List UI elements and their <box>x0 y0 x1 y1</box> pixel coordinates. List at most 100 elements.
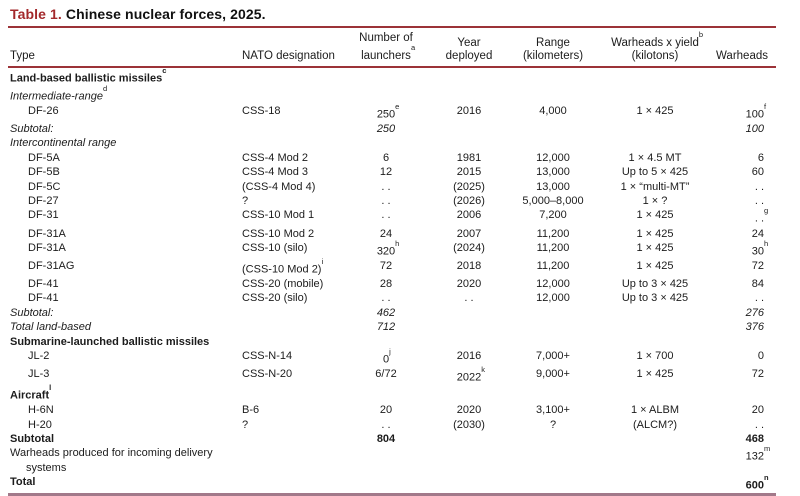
cell-yield: 1 × 425 <box>636 241 674 254</box>
cell-yield <box>594 475 716 495</box>
column-header-line: Type <box>10 49 35 62</box>
table-row: DF-31A CSS-10 Mod 2 24 2007 11,200 1 × 425 24 <box>8 227 776 241</box>
cell-launchers: 462 <box>376 306 396 319</box>
cell-yield: 1 × ALBM <box>630 404 679 417</box>
cell-year: 2018 <box>456 259 482 272</box>
nuclear-forces-table: Type NATO designation Number of launchersa Y… <box>8 26 776 496</box>
cell-range: 4,000 <box>539 104 567 117</box>
column-header-nato: NATO designation <box>236 27 346 67</box>
cell-launchers <box>346 475 426 495</box>
cell-year <box>426 86 512 104</box>
cell-type: DF-27 <box>28 195 59 208</box>
cell-range: ? <box>549 418 557 431</box>
cell-yield: 1 × 425 <box>636 209 674 222</box>
cell-launchers: 72 <box>379 259 393 272</box>
cell-nato: CSS-N-20 <box>242 368 293 381</box>
cell-nato: CSS-10 Mod 2 <box>242 227 315 240</box>
cell-warheads: . . <box>754 418 764 431</box>
cell-warheads <box>716 86 776 104</box>
table-row: DF-5B CSS-4 Mod 3 12 2015 13,000 Up to 5 × 42… <box>8 165 776 179</box>
cell-launchers: 250e <box>376 101 400 121</box>
cell-range: 11,200 <box>536 259 570 272</box>
cell-type: Subtotal: <box>10 123 54 136</box>
cell-type: Land-based ballistic missilesc <box>10 65 167 85</box>
cell-yield: 1 × ? <box>642 195 668 208</box>
table-row: DF-27? . . (2026) 5,000–8,000 1 × ? . . <box>8 194 776 208</box>
table-title: Table 1. Chinese nuclear forces, 2025. <box>8 3 776 26</box>
cell-warheads: 6 <box>757 151 764 164</box>
cell-nato: B-6 <box>242 404 260 417</box>
cell-nato <box>236 432 346 446</box>
table-row: DF-5C (CSS-4 Mod 4) . . (2025) 13,000 1 × “mu… <box>8 180 776 194</box>
column-header-line: launchersa <box>361 43 416 62</box>
column-header-launchers: Number of launchersa <box>346 27 426 67</box>
cell-nato <box>236 67 346 86</box>
cell-launchers <box>346 385 426 403</box>
cell-yield <box>594 320 716 334</box>
cell-launchers: 250 <box>376 123 396 136</box>
cell-range <box>512 122 594 136</box>
cell-year: 2020 <box>456 404 482 417</box>
cell-type: DF-26 <box>28 104 59 117</box>
cell-nato: CSS-10 (silo) <box>242 241 308 254</box>
cell-nato: (CSS-10 Mod 2)i <box>242 256 324 276</box>
cell-warheads: . . <box>754 195 764 208</box>
cell-year <box>426 320 512 334</box>
cell-warheads: 20 <box>751 404 764 417</box>
column-header-line: Year <box>457 36 481 49</box>
cell-warheads: 600n <box>745 473 769 492</box>
table-row: DF-26 CSS-18 250e 2016 4,000 1 × 425 100f <box>8 101 776 122</box>
cell-year: 2016 <box>456 350 482 363</box>
cell-launchers <box>346 136 426 150</box>
table-row: Aircraftl <box>8 383 776 403</box>
cell-range <box>512 432 594 446</box>
cell-range: 3,100+ <box>536 404 570 417</box>
cell-yield: (ALCM?) <box>632 418 677 431</box>
cell-range <box>512 446 594 475</box>
cell-range: 7,200 <box>539 209 567 222</box>
cell-type: DF-5C <box>28 180 61 193</box>
table-body: Land-based ballistic missilesc Intermedia… <box>8 65 776 495</box>
cell-yield <box>594 385 716 403</box>
cell-year <box>426 122 512 136</box>
column-header-year: Year deployed <box>426 27 512 67</box>
cell-launchers: . . <box>381 418 391 431</box>
cell-launchers <box>346 86 426 104</box>
cell-yield: Up to 3 × 425 <box>621 292 689 305</box>
table-row: JL-2 CSS-N-14 0j 2016 7,000+ 1 × 700 0 <box>8 347 776 367</box>
table-row: Total land-based 712 376 <box>8 320 776 334</box>
cell-type-wrapped-line: systems <box>26 461 67 474</box>
cell-type: DF-5B <box>28 166 60 179</box>
cell-yield: 1 × 425 <box>636 259 674 272</box>
cell-launchers: . . <box>381 292 391 305</box>
cell-nato <box>236 320 346 334</box>
cell-yield: 1 × 425 <box>636 368 674 381</box>
cell-nato: CSS-4 Mod 3 <box>242 166 309 179</box>
cell-launchers <box>346 67 426 86</box>
table-row: JL-3 CSS-N-20 6/72 2022k 9,000+ 1 × 425 72 <box>8 365 776 385</box>
table-row: Subtotal 804 468 <box>8 432 776 446</box>
column-header-warheads: Warheads <box>716 27 776 67</box>
cell-range: 11,200 <box>536 241 570 254</box>
cell-warheads: 72 <box>751 368 764 381</box>
cell-type: DF-41 <box>28 278 59 291</box>
column-header-line: (kilotons) <box>631 49 679 62</box>
cell-yield <box>594 136 716 150</box>
cell-year: (2026) <box>453 195 485 208</box>
cell-nato: CSS-18 <box>242 104 281 117</box>
cell-launchers: 28 <box>379 278 393 291</box>
cell-yield: 1 × 425 <box>636 104 674 117</box>
cell-nato <box>236 86 346 104</box>
cell-type: JL-3 <box>28 368 50 381</box>
cell-year: 2015 <box>456 166 482 179</box>
cell-type: DF-31 <box>28 209 59 222</box>
cell-range <box>512 67 594 86</box>
cell-nato <box>236 385 346 403</box>
cell-nato <box>236 122 346 136</box>
table-row: DF-31 CSS-10 Mod 1 . . 2006 7,200 1 × 425 . .g <box>8 206 776 226</box>
cell-year <box>426 335 512 349</box>
cell-launchers: . . <box>381 195 391 208</box>
cell-launchers: 24 <box>379 227 393 240</box>
cell-nato <box>236 475 346 495</box>
